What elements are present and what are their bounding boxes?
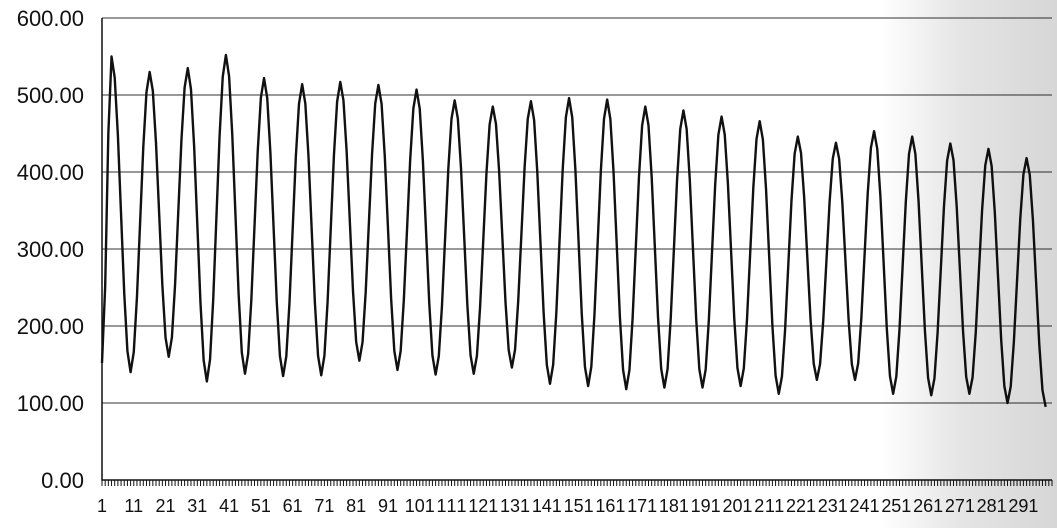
x-tick-label: 281 (977, 496, 1007, 516)
x-tick-label: 201 (722, 496, 752, 516)
series-line (100, 53, 1047, 408)
x-tick-label: 211 (754, 496, 784, 516)
y-tick-label: 600.00 (17, 6, 84, 31)
x-tick-label: 1 (97, 496, 107, 516)
x-tick-label: 51 (251, 496, 271, 516)
y-tick-label: 100.00 (17, 391, 84, 416)
x-tick-label: 121 (468, 496, 498, 516)
x-tick-label: 41 (219, 496, 239, 516)
x-tick-label: 31 (187, 496, 207, 516)
x-tick-label: 101 (405, 496, 435, 516)
x-tick-label: 241 (850, 496, 880, 516)
x-tick-label: 171 (627, 496, 657, 516)
x-axis-ticks: 1 11 21 31 41 51 61 71 81 91 101 111 121 131 141 151 161… (97, 496, 1038, 516)
x-tick-label: 291 (1008, 496, 1038, 516)
x-tick-label: 11 (124, 496, 143, 516)
x-tick-label: 261 (913, 496, 943, 516)
x-tick-label: 181 (659, 496, 689, 516)
y-tick-label: 0.00 (41, 468, 84, 493)
y-tick-label: 500.00 (17, 83, 84, 108)
y-tick-label: 200.00 (17, 314, 84, 339)
x-tick-label: 91 (378, 496, 398, 516)
x-tick-label: 61 (283, 496, 303, 516)
y-axis-ticks: 0.00 100.00 200.00 300.00 400.00 500.00 600.00 (17, 6, 84, 493)
x-tick-label: 271 (945, 496, 975, 516)
x-tick-label: 221 (786, 496, 816, 516)
x-tick-label: 131 (500, 496, 530, 516)
x-tick-label: 141 (532, 496, 562, 516)
x-tick-label: 161 (595, 496, 625, 516)
x-tick-label: 191 (691, 496, 721, 516)
y-tick-label: 400.00 (17, 160, 84, 185)
x-axis-minor-ticks (101, 480, 1053, 486)
x-tick-label: 71 (314, 496, 334, 516)
x-tick-label: 151 (564, 496, 594, 516)
x-tick-label: 231 (818, 496, 848, 516)
x-tick-label: 81 (346, 496, 366, 516)
x-tick-label: 111 (436, 496, 466, 516)
series-layer (100, 53, 1047, 408)
x-tick-label: 251 (881, 496, 911, 516)
y-tick-label: 300.00 (17, 237, 84, 262)
x-tick-label: 21 (156, 496, 176, 516)
